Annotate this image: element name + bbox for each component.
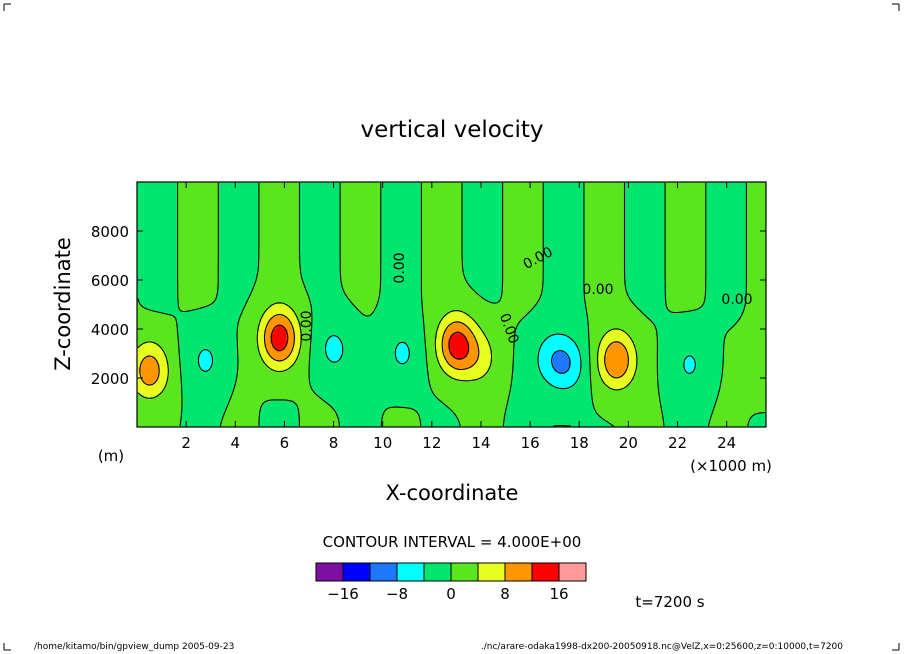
colorbar-tick-label: 0 — [446, 585, 456, 603]
x-tick-label: 16 — [521, 434, 540, 452]
colorbar-tick-label: 16 — [549, 585, 568, 603]
contour-line — [197, 333, 696, 390]
colorbar-tick-label: −8 — [386, 585, 408, 603]
contour-line — [139, 313, 629, 386]
contour-label: 0.00 — [299, 310, 315, 341]
contour-line — [551, 350, 571, 374]
crop-marks — [3, 3, 900, 651]
x-tick-label: 22 — [668, 434, 687, 452]
x-tick-label: 24 — [717, 434, 736, 452]
chart-title: vertical velocity — [361, 117, 544, 143]
x-axis: 2 4 6 8 10 12 14 16 18 20 22 24 — [181, 182, 736, 452]
x-tick-label: 14 — [471, 434, 490, 452]
colorbar-tick-label: 8 — [500, 585, 510, 603]
contour-interval: CONTOUR INTERVAL = 4.000E+00 — [323, 533, 582, 551]
contour-label: 0.00 — [392, 252, 408, 283]
colorbar-swatch — [315, 562, 344, 582]
x-tick-label: 4 — [231, 434, 241, 452]
x-tick-label: 6 — [280, 434, 290, 452]
colorbar: −16 −8 0 8 16 — [315, 562, 587, 603]
contour-label: 0.00 — [721, 292, 752, 308]
y-tick-label: 6000 — [91, 272, 129, 290]
colorbar-tick-label: −16 — [327, 585, 359, 603]
x-tick-label: 8 — [329, 434, 339, 452]
contour-field — [137, 182, 766, 427]
x-tick-label: 2 — [181, 434, 191, 452]
contour-line — [137, 302, 638, 399]
x-tick-label: 10 — [373, 434, 392, 452]
colorbar-swatch — [477, 562, 506, 582]
x-unit-label: (×1000 m) — [690, 457, 772, 475]
colorbar-swatch — [369, 562, 398, 582]
footer-right: ./nc/arare-odaka1998-dx200-20050918.nc@V… — [481, 642, 843, 652]
y-tick-label: 8000 — [91, 223, 129, 241]
x-axis-label: X-coordinate — [386, 481, 519, 505]
x-tick-label: 20 — [619, 434, 638, 452]
y-unit-label: (m) — [98, 447, 124, 465]
colorbar-swatch — [558, 562, 587, 582]
colorbar-swatch — [504, 562, 533, 582]
contour-label: 0.00 — [582, 282, 613, 298]
x-tick-label: 12 — [422, 434, 441, 452]
colorbar-swatch — [423, 562, 452, 582]
y-axis-label: Z-coordinate — [51, 237, 75, 371]
plot-frame — [136, 181, 767, 428]
y-axis: 2000 4000 6000 8000 — [91, 223, 766, 388]
contour-line — [137, 183, 766, 427]
x-tick-label: 18 — [570, 434, 589, 452]
colorbar-swatch — [531, 562, 560, 582]
contour-line — [270, 324, 470, 360]
colorbar-swatch — [450, 562, 479, 582]
time-label: t=7200 s — [635, 593, 704, 611]
colorbar-swatch — [396, 562, 425, 582]
contour-lines — [137, 183, 766, 427]
y-tick-label: 2000 — [91, 370, 129, 388]
plot-area — [136, 181, 767, 428]
colorbar-swatch — [342, 562, 371, 582]
y-tick-label: 4000 — [91, 321, 129, 339]
footer-left: /home/kitamo/bin/gpview_dump 2005-09-23 — [34, 642, 234, 652]
